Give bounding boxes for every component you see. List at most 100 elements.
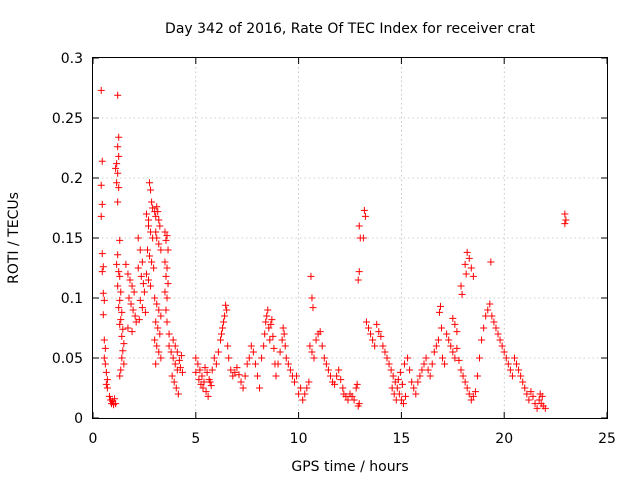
data-point [163, 318, 171, 326]
y-tick-label: 0.15 [52, 231, 83, 247]
data-point [111, 395, 119, 403]
data-point [262, 318, 270, 326]
data-point [113, 160, 121, 168]
data-point [494, 330, 502, 338]
data-point [268, 316, 276, 324]
data-point [227, 366, 235, 374]
data-point [353, 380, 361, 388]
data-point [333, 372, 341, 380]
data-point [115, 304, 123, 312]
data-point [307, 272, 315, 280]
data-point [145, 222, 153, 230]
data-point [513, 360, 521, 368]
data-point [155, 348, 163, 356]
data-point [115, 184, 123, 192]
data-point [508, 372, 516, 380]
data-point [286, 366, 294, 374]
data-point [385, 360, 393, 368]
data-point [157, 246, 165, 254]
data-point [561, 210, 569, 218]
data-point [344, 396, 352, 404]
data-point [280, 330, 288, 338]
data-point [203, 368, 211, 376]
data-point [171, 360, 179, 368]
data-point [467, 396, 475, 404]
data-point [420, 360, 428, 368]
data-point [361, 212, 369, 220]
data-point [410, 384, 418, 392]
data-point [247, 342, 255, 350]
data-point [148, 198, 156, 206]
data-point [119, 347, 127, 355]
data-point [471, 388, 479, 396]
data-point [155, 306, 163, 314]
y-tick-labels: 0 0.05 0.1 0.15 0.2 0.25 0.3 [52, 51, 83, 427]
data-point [418, 366, 426, 374]
data-point [114, 251, 122, 259]
data-point [279, 324, 287, 332]
data-point [120, 340, 128, 348]
data-point [153, 342, 161, 350]
data-point [168, 372, 176, 380]
data-point [264, 306, 272, 314]
data-point [371, 342, 379, 350]
data-point [225, 354, 233, 362]
data-point [412, 390, 420, 398]
data-point [103, 376, 111, 384]
data-point [437, 324, 445, 332]
data-point [396, 368, 404, 376]
data-point [462, 270, 470, 278]
data-point [461, 378, 469, 386]
data-point [258, 354, 266, 362]
data-point [379, 342, 387, 350]
data-point [312, 336, 320, 344]
data-point [320, 354, 328, 362]
data-point [148, 258, 156, 266]
x-tick-label: 0 [89, 431, 98, 447]
data-point [269, 332, 277, 340]
data-point [155, 240, 163, 248]
data-point [116, 272, 124, 280]
data-point [145, 276, 153, 284]
data-point [310, 354, 318, 362]
data-point [163, 264, 171, 272]
data-point [243, 360, 251, 368]
data-point [478, 336, 486, 344]
data-point [162, 236, 170, 244]
data-point [350, 396, 358, 404]
data-point [125, 294, 133, 302]
data-point [218, 330, 225, 338]
data-point [101, 344, 109, 352]
data-point [114, 143, 122, 151]
data-point [465, 390, 473, 398]
data-point [561, 220, 569, 228]
data-point [138, 258, 146, 266]
data-point [153, 203, 161, 211]
data-point [455, 356, 463, 364]
data-point [161, 228, 169, 236]
data-point [115, 133, 123, 141]
data-point [149, 204, 157, 212]
data-point [155, 216, 163, 224]
data-point [449, 314, 457, 322]
data-point [116, 236, 124, 244]
data-point [145, 216, 153, 224]
data-point [112, 164, 120, 172]
data-point [463, 248, 471, 256]
data-point [99, 263, 107, 271]
data-point [451, 320, 459, 328]
data-point [348, 392, 356, 400]
data-point [223, 306, 231, 314]
data-point [134, 264, 142, 272]
data-point [449, 348, 457, 356]
y-tick-label: 0.3 [61, 51, 83, 67]
data-point [527, 388, 535, 396]
data-point [276, 348, 284, 356]
data-point [365, 324, 373, 332]
y-tick-label: 0 [74, 411, 83, 427]
data-point [492, 324, 500, 332]
data-point [389, 372, 397, 380]
data-point [469, 272, 477, 280]
data-point [143, 246, 151, 254]
data-point [173, 348, 181, 356]
